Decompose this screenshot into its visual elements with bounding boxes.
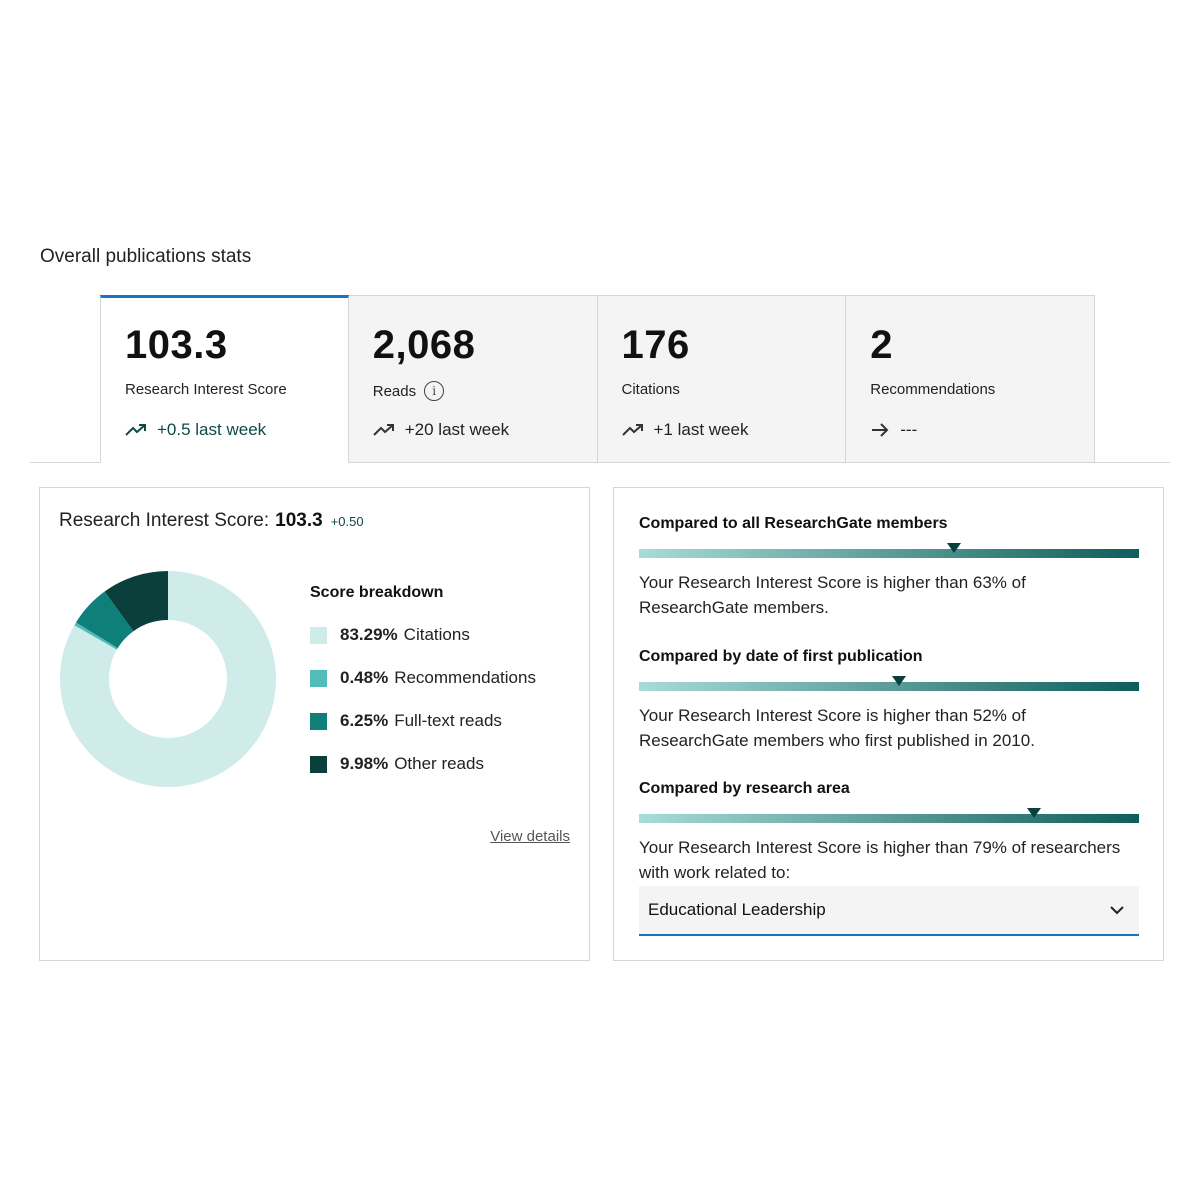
research-area-select[interactable]: Educational Leadership — [639, 886, 1139, 936]
legend-swatch — [310, 669, 327, 687]
trend-up-icon — [125, 423, 147, 437]
donut-slice-other-reads — [104, 571, 168, 632]
legend-item-citations: 83.29% Citations — [310, 625, 536, 645]
stat-label: Recommendations — [870, 381, 996, 398]
stat-value: 2,068 — [372, 323, 476, 367]
stat-delta: +20 last week — [373, 420, 509, 440]
score-donut-chart — [59, 571, 277, 787]
percentile-bar — [639, 676, 1139, 691]
donut-slice-citations — [59, 571, 277, 787]
comparison-research-area: Compared by research area Your Research … — [639, 780, 1139, 885]
legend-swatch — [310, 626, 327, 644]
ris-score: 103.3 — [275, 510, 323, 531]
stat-value: 2 — [870, 323, 893, 367]
ris-change: +0.50 — [330, 514, 364, 529]
legend-swatch — [310, 755, 327, 773]
stat-label: Citations — [621, 381, 680, 398]
stat-label: Research Interest Score — [125, 381, 287, 398]
percentile-marker-icon — [1027, 808, 1041, 818]
comparison-first-publication: Compared by date of first publication Yo… — [639, 648, 1139, 753]
stat-delta: +1 last week — [621, 420, 748, 440]
tab-citations[interactable]: 176 Citations +1 last week — [597, 295, 847, 463]
stat-delta: +0.5 last week — [125, 420, 266, 440]
comparison-title: Compared by research area — [639, 780, 850, 797]
ris-card-title: Research Interest Score: 103.3 +0.50 — [59, 510, 364, 531]
section-title: Overall publications stats — [40, 246, 252, 267]
percentile-marker-icon — [892, 676, 906, 686]
comparison-text: Your Research Interest Score is higher t… — [639, 706, 1035, 750]
tabs-divider — [30, 462, 1170, 463]
score-breakdown-title: Score breakdown — [310, 584, 444, 601]
view-details-link[interactable]: View details — [490, 828, 570, 845]
stat-label: Reads i — [373, 381, 445, 401]
score-breakdown-card: Research Interest Score: 103.3 +0.50 Sco… — [39, 487, 590, 961]
comparison-text: Your Research Interest Score is higher t… — [639, 573, 1026, 617]
stat-value: 103.3 — [125, 323, 228, 367]
score-breakdown-legend: Score breakdown 83.29% Citations 0.48% Rec… — [310, 584, 536, 797]
legend-item-other-reads: 9.98% Other reads — [310, 754, 536, 774]
donut-slice-full-text-reads — [75, 591, 134, 649]
tab-research-interest-score[interactable]: 103.3 Research Interest Score +0.5 last … — [100, 295, 349, 463]
comparison-title: Compared by date of first publication — [639, 648, 923, 665]
trend-up-icon — [373, 423, 395, 437]
percentile-bar — [639, 543, 1139, 558]
tab-recommendations[interactable]: 2 Recommendations --- — [846, 295, 1095, 463]
info-icon[interactable]: i — [424, 381, 445, 401]
legend-swatch — [310, 712, 327, 730]
percentile-marker-icon — [947, 543, 961, 553]
comparison-card: Compared to all ResearchGate members You… — [613, 487, 1164, 961]
research-area-value: Educational Leadership — [648, 900, 826, 919]
legend-item-full-text-reads: 6.25% Full-text reads — [310, 711, 536, 731]
comparison-title: Compared to all ResearchGate members — [639, 515, 948, 532]
tab-reads[interactable]: 2,068 Reads i +20 last week — [348, 295, 598, 463]
chevron-down-icon — [1109, 900, 1125, 920]
stat-value: 176 — [621, 323, 690, 367]
stats-tabs: 103.3 Research Interest Score +0.5 last … — [100, 295, 1095, 463]
legend-item-recommendations: 0.48% Recommendations — [310, 668, 536, 688]
trend-up-icon — [621, 423, 644, 437]
percentile-bar — [639, 808, 1139, 823]
comparison-all-members: Compared to all ResearchGate members You… — [639, 515, 1139, 620]
stat-delta: --- — [870, 420, 917, 440]
arrow-right-icon — [870, 422, 890, 438]
comparison-text: Your Research Interest Score is higher t… — [639, 838, 1121, 882]
donut-slice-recommendations — [74, 622, 118, 650]
